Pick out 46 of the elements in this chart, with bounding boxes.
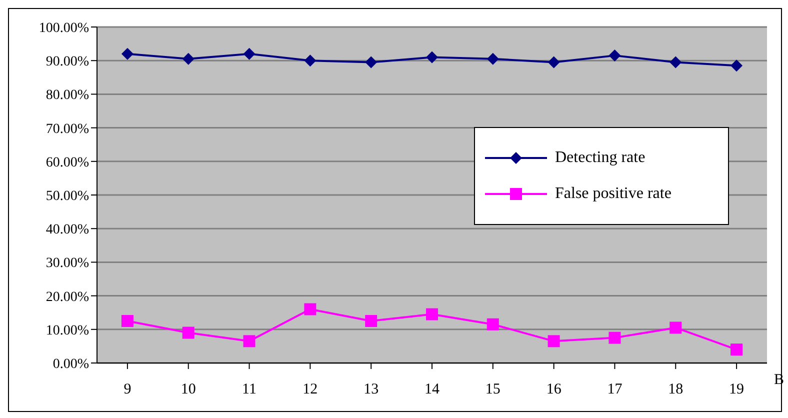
point [182,326,194,339]
point [548,335,560,348]
x-tick-label: 17 [607,382,623,398]
point [121,48,134,60]
point [426,51,438,64]
y-tick-label: 0.00% [52,356,90,372]
x-tick-label: 16 [546,382,562,398]
point [182,52,194,65]
point [304,54,316,67]
x-tick-label: 12 [302,382,318,398]
y-tick-label: 40.00% [46,222,90,238]
point [121,315,134,327]
x-tick-label: 11 [242,382,256,398]
point [426,308,438,320]
y-tick-label: 100.00% [38,20,90,36]
y-tick-label: 50.00% [46,188,90,204]
x-tick-label: 14 [424,382,440,398]
point [365,315,378,327]
point [304,303,316,316]
x-tick-label: 19 [729,382,744,398]
y-tick-label: 70.00% [46,122,90,137]
point [670,322,682,334]
legend-label: Detecting rate [555,149,646,167]
point [730,60,743,72]
point [730,344,743,356]
point [486,318,499,330]
point [548,56,560,68]
point [486,52,499,65]
x-tick-label: 10 [180,382,196,398]
x-tick-label: 13 [364,382,379,398]
y-tick-label: 60.00% [46,155,90,170]
y-tick-label: 90.00% [46,54,90,70]
x-tick-label: 18 [668,382,684,398]
y-tick-label: 30.00% [46,256,90,272]
point [670,56,682,68]
legend-label: False positive rate [555,185,672,203]
y-tick-label: 80.00% [46,88,90,104]
point [243,48,256,60]
y-tick-label: 10.00% [46,323,90,338]
point [608,332,621,344]
y-tick-label: 20.00% [46,290,90,305]
x-tick-label: 15 [485,382,500,398]
point [608,50,621,62]
point [243,335,256,348]
x-tick-label: 9 [124,382,132,398]
point [365,56,378,68]
